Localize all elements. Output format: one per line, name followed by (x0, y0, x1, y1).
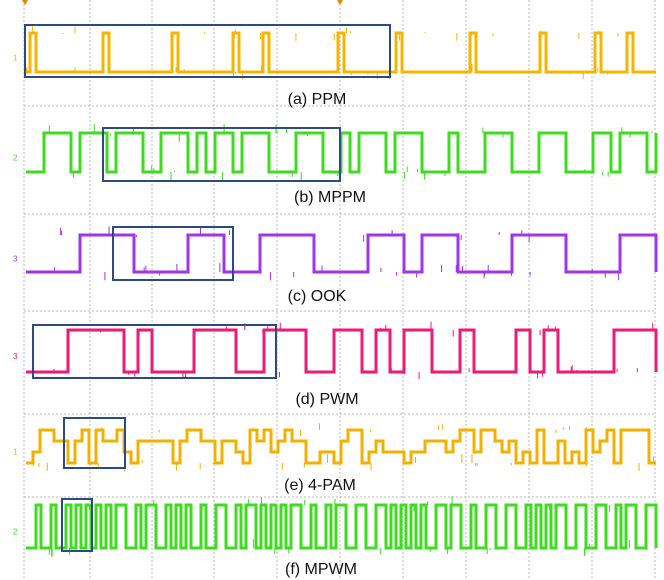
channel-marker: 2 (13, 528, 18, 537)
waveform-panel: 2 (f) MPWM (13, 496, 656, 578)
waveform (26, 430, 656, 463)
waveform-panel: 3 (d) PWM (13, 322, 656, 409)
highlight-box (103, 128, 340, 181)
caption: (e) 4-PAM (284, 477, 356, 494)
waveform-panel: 1 (a) PPM (13, 25, 656, 108)
waveform-panel: 1 (e) 4-PAM (13, 418, 656, 494)
caption: (d) PWM (295, 391, 358, 408)
oscilloscope-figure: 1 (a) PPM 2 (b) MPPM 3 (c) OOK 3 (d) PWM 1 (e) 4-… (0, 0, 664, 580)
channel-marker: 3 (13, 255, 18, 264)
channel-marker: 2 (13, 154, 18, 163)
waveform (26, 330, 656, 372)
caption: (c) OOK (288, 288, 347, 305)
waveform (26, 505, 656, 548)
trigger-marker (337, 0, 343, 5)
waveform-panel: 2 (b) MPPM (13, 124, 656, 206)
caption: (b) MPPM (294, 189, 366, 206)
channel-marker: 3 (13, 352, 18, 361)
waveform (26, 33, 656, 72)
trigger-marker (22, 0, 28, 5)
caption: (f) MPWM (285, 561, 357, 578)
waveform (26, 235, 656, 272)
waveform-panel: 3 (c) OOK (13, 226, 656, 305)
channel-marker: 1 (13, 448, 18, 457)
highlight-box (25, 25, 390, 77)
channel-marker: 1 (13, 54, 18, 63)
caption: (a) PPM (288, 91, 347, 108)
